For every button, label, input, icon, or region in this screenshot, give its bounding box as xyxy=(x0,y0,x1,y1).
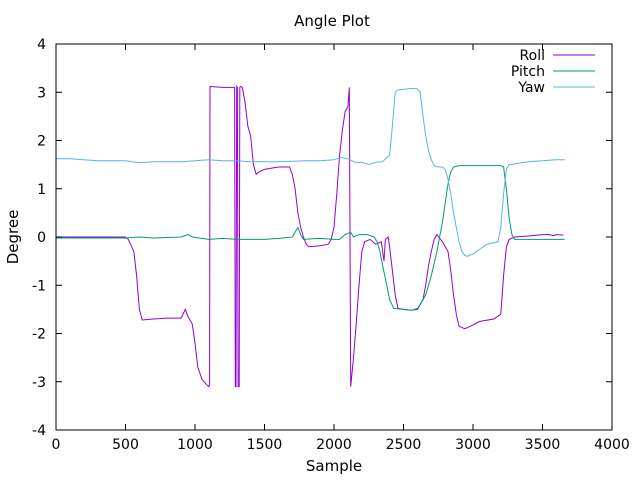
chart-title: Angle Plot xyxy=(294,12,370,30)
y-tick-label: -4 xyxy=(32,423,46,439)
x-tick-label: 1500 xyxy=(247,437,283,453)
series-line-roll xyxy=(56,85,564,388)
y-tick-label: 4 xyxy=(37,37,46,53)
plot-frame xyxy=(55,43,613,431)
legend-label-roll: Roll xyxy=(520,48,545,64)
legend-label-pitch: Pitch xyxy=(511,64,545,80)
y-tick-label: -1 xyxy=(32,278,46,294)
y-tick-label: 1 xyxy=(37,182,46,198)
legend-label-yaw: Yaw xyxy=(517,80,545,96)
series-line-yaw xyxy=(56,87,565,257)
y-tick-label: -2 xyxy=(32,327,46,343)
y-axis-label: Degree xyxy=(4,210,22,265)
series-line-pitch xyxy=(56,165,565,311)
x-tick-label: 500 xyxy=(112,437,139,453)
y-tick-label: 0 xyxy=(37,230,46,246)
x-tick-label: 3500 xyxy=(525,437,561,453)
x-tick-label: 4000 xyxy=(594,437,630,453)
x-tick-label: 1000 xyxy=(177,437,213,453)
x-tick-label: 2000 xyxy=(316,437,352,453)
x-tick-label: 3000 xyxy=(455,437,491,453)
axis-ticks: 0 500 1000 1500 2000 2500 3000 3500 4000 -4 -3 -2 -1… xyxy=(32,37,630,453)
plot-area xyxy=(56,85,565,388)
x-tick-label: 0 xyxy=(52,437,61,453)
y-tick-label: 3 xyxy=(37,85,46,101)
y-tick-label: 2 xyxy=(37,134,46,150)
x-axis-label: Sample xyxy=(306,457,362,475)
y-tick-label: -3 xyxy=(32,375,46,391)
x-tick-label: 2500 xyxy=(386,437,422,453)
